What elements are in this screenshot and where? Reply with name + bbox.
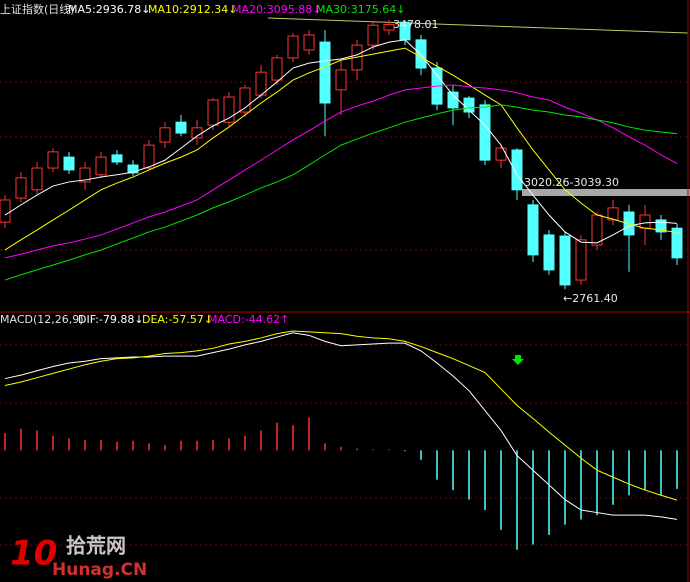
candle-body: [159, 127, 171, 143]
candle-body: [495, 147, 507, 161]
candle-body: [239, 87, 251, 113]
legend-entry: MA10:2912.34↓: [148, 3, 237, 16]
legend-entry: DIF:-79.88↓: [78, 313, 144, 326]
candle-body: [623, 211, 635, 236]
chart-title: 上证指数(日线): [0, 2, 75, 16]
candle-body: [639, 214, 651, 229]
candle-body: [383, 23, 395, 31]
candle-body: [47, 151, 59, 169]
series-line: [4, 330, 678, 501]
legend-entry: MA20:3095.88↓: [232, 3, 321, 16]
series-line: [4, 84, 678, 259]
candle-body: [335, 69, 347, 91]
legend-entry: MACD:-44.62↑: [208, 313, 289, 326]
candle-body: [287, 35, 299, 59]
candle-body: [223, 96, 235, 123]
candle-body: [527, 204, 539, 256]
candle-body: [15, 177, 27, 199]
watermark-site: Hunag.CN: [52, 560, 147, 580]
candle-body: [95, 156, 107, 176]
watermark-name: 拾荒网: [66, 534, 126, 558]
annotation: 3478.01: [393, 18, 439, 31]
candle-body: [559, 235, 571, 286]
candle-body: [479, 104, 491, 161]
legend-entry: MA30:3175.64↓: [316, 3, 405, 16]
candle-body: [207, 99, 219, 126]
highlight-band: [522, 189, 690, 196]
candle-body: [31, 167, 43, 191]
candle-body: [111, 154, 123, 163]
candle-body: [575, 239, 587, 281]
candle-body: [511, 149, 523, 191]
marks: [0, 19, 683, 550]
candle-body: [319, 41, 331, 104]
legend-entry: DEA:-57.57↓: [142, 313, 213, 326]
candle-body: [415, 39, 427, 69]
candle-body: [143, 144, 155, 169]
candle-body: [607, 207, 619, 221]
candle-body: [367, 24, 379, 46]
series-line: [4, 332, 678, 520]
series-line: [4, 47, 678, 251]
annotation: 3020.26-3039.30: [524, 176, 619, 189]
series-line: [4, 39, 678, 244]
signal-arrow: [512, 355, 524, 365]
candle-body: [63, 156, 75, 171]
annotation: ←2761.40: [563, 292, 618, 305]
candle-body: [127, 164, 139, 174]
candle-body: [671, 227, 683, 259]
candle-body: [543, 234, 555, 271]
candle-body: [0, 199, 11, 223]
candle-body: [655, 219, 667, 233]
series-line: [4, 104, 678, 281]
watermark-logo: 10: [10, 534, 57, 574]
candle-body: [303, 34, 315, 51]
legend-entry: MA5:2936.78↓: [68, 3, 150, 16]
chart-title: MACD(12,26,9): [0, 313, 84, 326]
candle-body: [175, 121, 187, 134]
candle-body: [271, 57, 283, 81]
candle-body: [79, 167, 91, 183]
trend-line: [267, 17, 689, 34]
